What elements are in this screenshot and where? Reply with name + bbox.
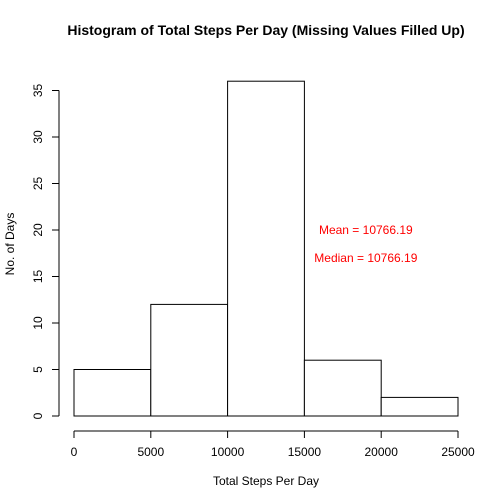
annotation-1: Median = 10766.19 bbox=[314, 251, 417, 265]
x-tick-label-0: 0 bbox=[71, 445, 78, 459]
y-axis: 0 5 10 15 20 25 30 35 bbox=[31, 84, 59, 420]
y-tick-label-1: 5 bbox=[31, 366, 45, 373]
y-tick-label-6: 30 bbox=[31, 130, 45, 144]
x-tick-label-3: 15000 bbox=[288, 445, 322, 459]
y-tick-label-4: 20 bbox=[31, 223, 45, 237]
x-axis-label: Total Steps Per Day bbox=[213, 474, 319, 488]
histogram-bar-4 bbox=[381, 397, 458, 416]
x-tick-label-5: 25000 bbox=[441, 445, 475, 459]
histogram-bar-3 bbox=[304, 360, 381, 416]
y-tick-label-0: 0 bbox=[31, 412, 45, 419]
x-axis: 0 5000 10000 15000 20000 25000 bbox=[71, 431, 475, 459]
annotation-0: Mean = 10766.19 bbox=[319, 223, 413, 237]
bars-group bbox=[74, 81, 458, 416]
x-tick-label-2: 10000 bbox=[211, 445, 245, 459]
histogram-bar-1 bbox=[151, 304, 228, 416]
chart-title: Histogram of Total Steps Per Day (Missin… bbox=[67, 22, 464, 38]
y-tick-label-5: 25 bbox=[31, 177, 45, 191]
y-tick-label-2: 10 bbox=[31, 316, 45, 330]
annotations-group: Mean = 10766.19 Median = 10766.19 bbox=[314, 223, 417, 265]
x-tick-label-1: 5000 bbox=[137, 445, 164, 459]
histogram-bar-0 bbox=[74, 370, 151, 417]
histogram-bar-2 bbox=[228, 81, 305, 416]
y-axis-label: No. of Days bbox=[3, 213, 17, 276]
x-tick-label-4: 20000 bbox=[365, 445, 399, 459]
y-tick-label-3: 15 bbox=[31, 270, 45, 284]
y-tick-label-7: 35 bbox=[31, 84, 45, 98]
